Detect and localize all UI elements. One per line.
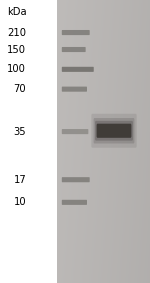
FancyBboxPatch shape [62,200,87,205]
FancyBboxPatch shape [62,177,90,182]
FancyBboxPatch shape [94,118,134,143]
FancyBboxPatch shape [62,67,94,72]
FancyBboxPatch shape [62,87,87,92]
FancyBboxPatch shape [95,121,133,141]
Text: 17: 17 [14,175,26,185]
FancyBboxPatch shape [62,129,88,134]
Text: 210: 210 [7,27,26,38]
FancyBboxPatch shape [62,30,90,35]
Text: 10: 10 [14,197,26,207]
FancyBboxPatch shape [97,124,131,138]
FancyBboxPatch shape [62,47,86,52]
Text: 150: 150 [7,44,26,55]
Text: 35: 35 [14,127,26,137]
FancyBboxPatch shape [91,114,137,148]
Text: 100: 100 [7,64,26,74]
Text: 70: 70 [14,84,26,94]
Bar [0,0,57,283]
Text: kDa: kDa [8,7,27,17]
